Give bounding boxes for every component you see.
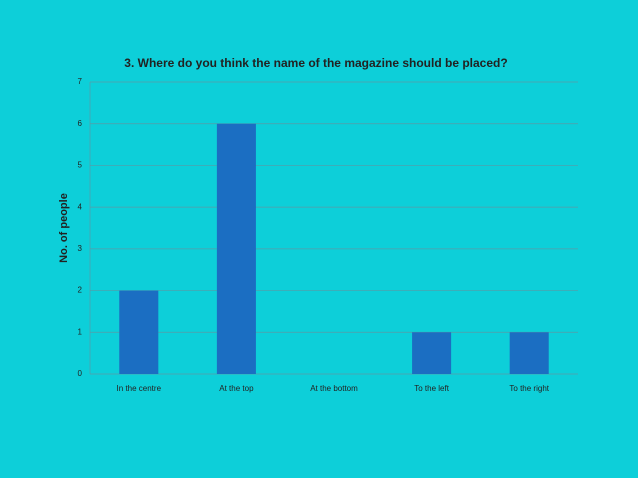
- y-tick-label: 6: [78, 119, 83, 128]
- chart-title: 3. Where do you think the name of the ma…: [124, 56, 507, 70]
- bar: [119, 290, 159, 374]
- bar: [509, 332, 549, 374]
- bar: [216, 123, 256, 374]
- y-tick-label: 3: [78, 244, 83, 253]
- y-tick-label: 2: [78, 286, 83, 295]
- y-tick-label: 4: [78, 202, 83, 211]
- x-tick-label: To the right: [509, 384, 549, 393]
- x-tick-label: To the left: [414, 384, 449, 393]
- y-tick-label: 5: [78, 161, 83, 170]
- x-tick-label: At the bottom: [310, 384, 358, 393]
- x-tick-label: In the centre: [117, 384, 162, 393]
- x-tick-label: At the top: [219, 384, 254, 393]
- y-tick-label: 7: [78, 77, 83, 86]
- bar: [412, 332, 452, 374]
- y-tick-label: 0: [78, 369, 83, 378]
- y-tick-label: 1: [78, 327, 83, 336]
- y-axis-label: No. of people: [58, 193, 70, 263]
